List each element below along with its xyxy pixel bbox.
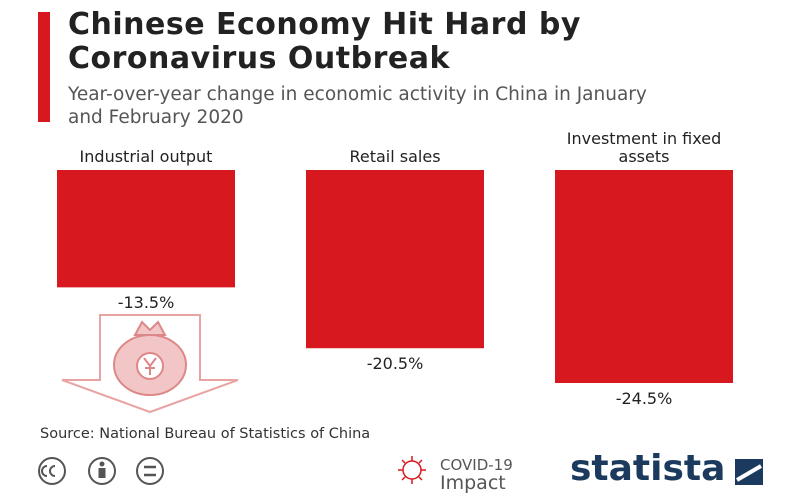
badge-line: COVID-19 [440,456,513,474]
category-label: Industrial output [79,147,213,166]
value-label: -20.5% [366,354,424,374]
title-accent [38,12,50,122]
covid-icon [398,456,426,484]
bar [306,170,484,349]
value-label: -13.5% [117,293,175,313]
category-label: Investment in fixed assets [566,129,722,166]
arrow-illustration [61,314,239,414]
license-icons [38,457,164,485]
badge-line: Impact [440,472,506,494]
value-label: -24.5% [615,389,673,408]
chart-title: Chinese Economy Hit Hard by Coronavirus … [68,7,581,76]
source-note: Source: National Bureau of Statistics of… [40,426,371,442]
bar [555,170,733,383]
chart-subtitle: Year-over-year change in economic activi… [68,84,647,128]
bar [57,170,235,288]
brand: statista [570,448,726,489]
category-label: Retail sales [349,147,441,166]
brand-logo [735,459,763,485]
